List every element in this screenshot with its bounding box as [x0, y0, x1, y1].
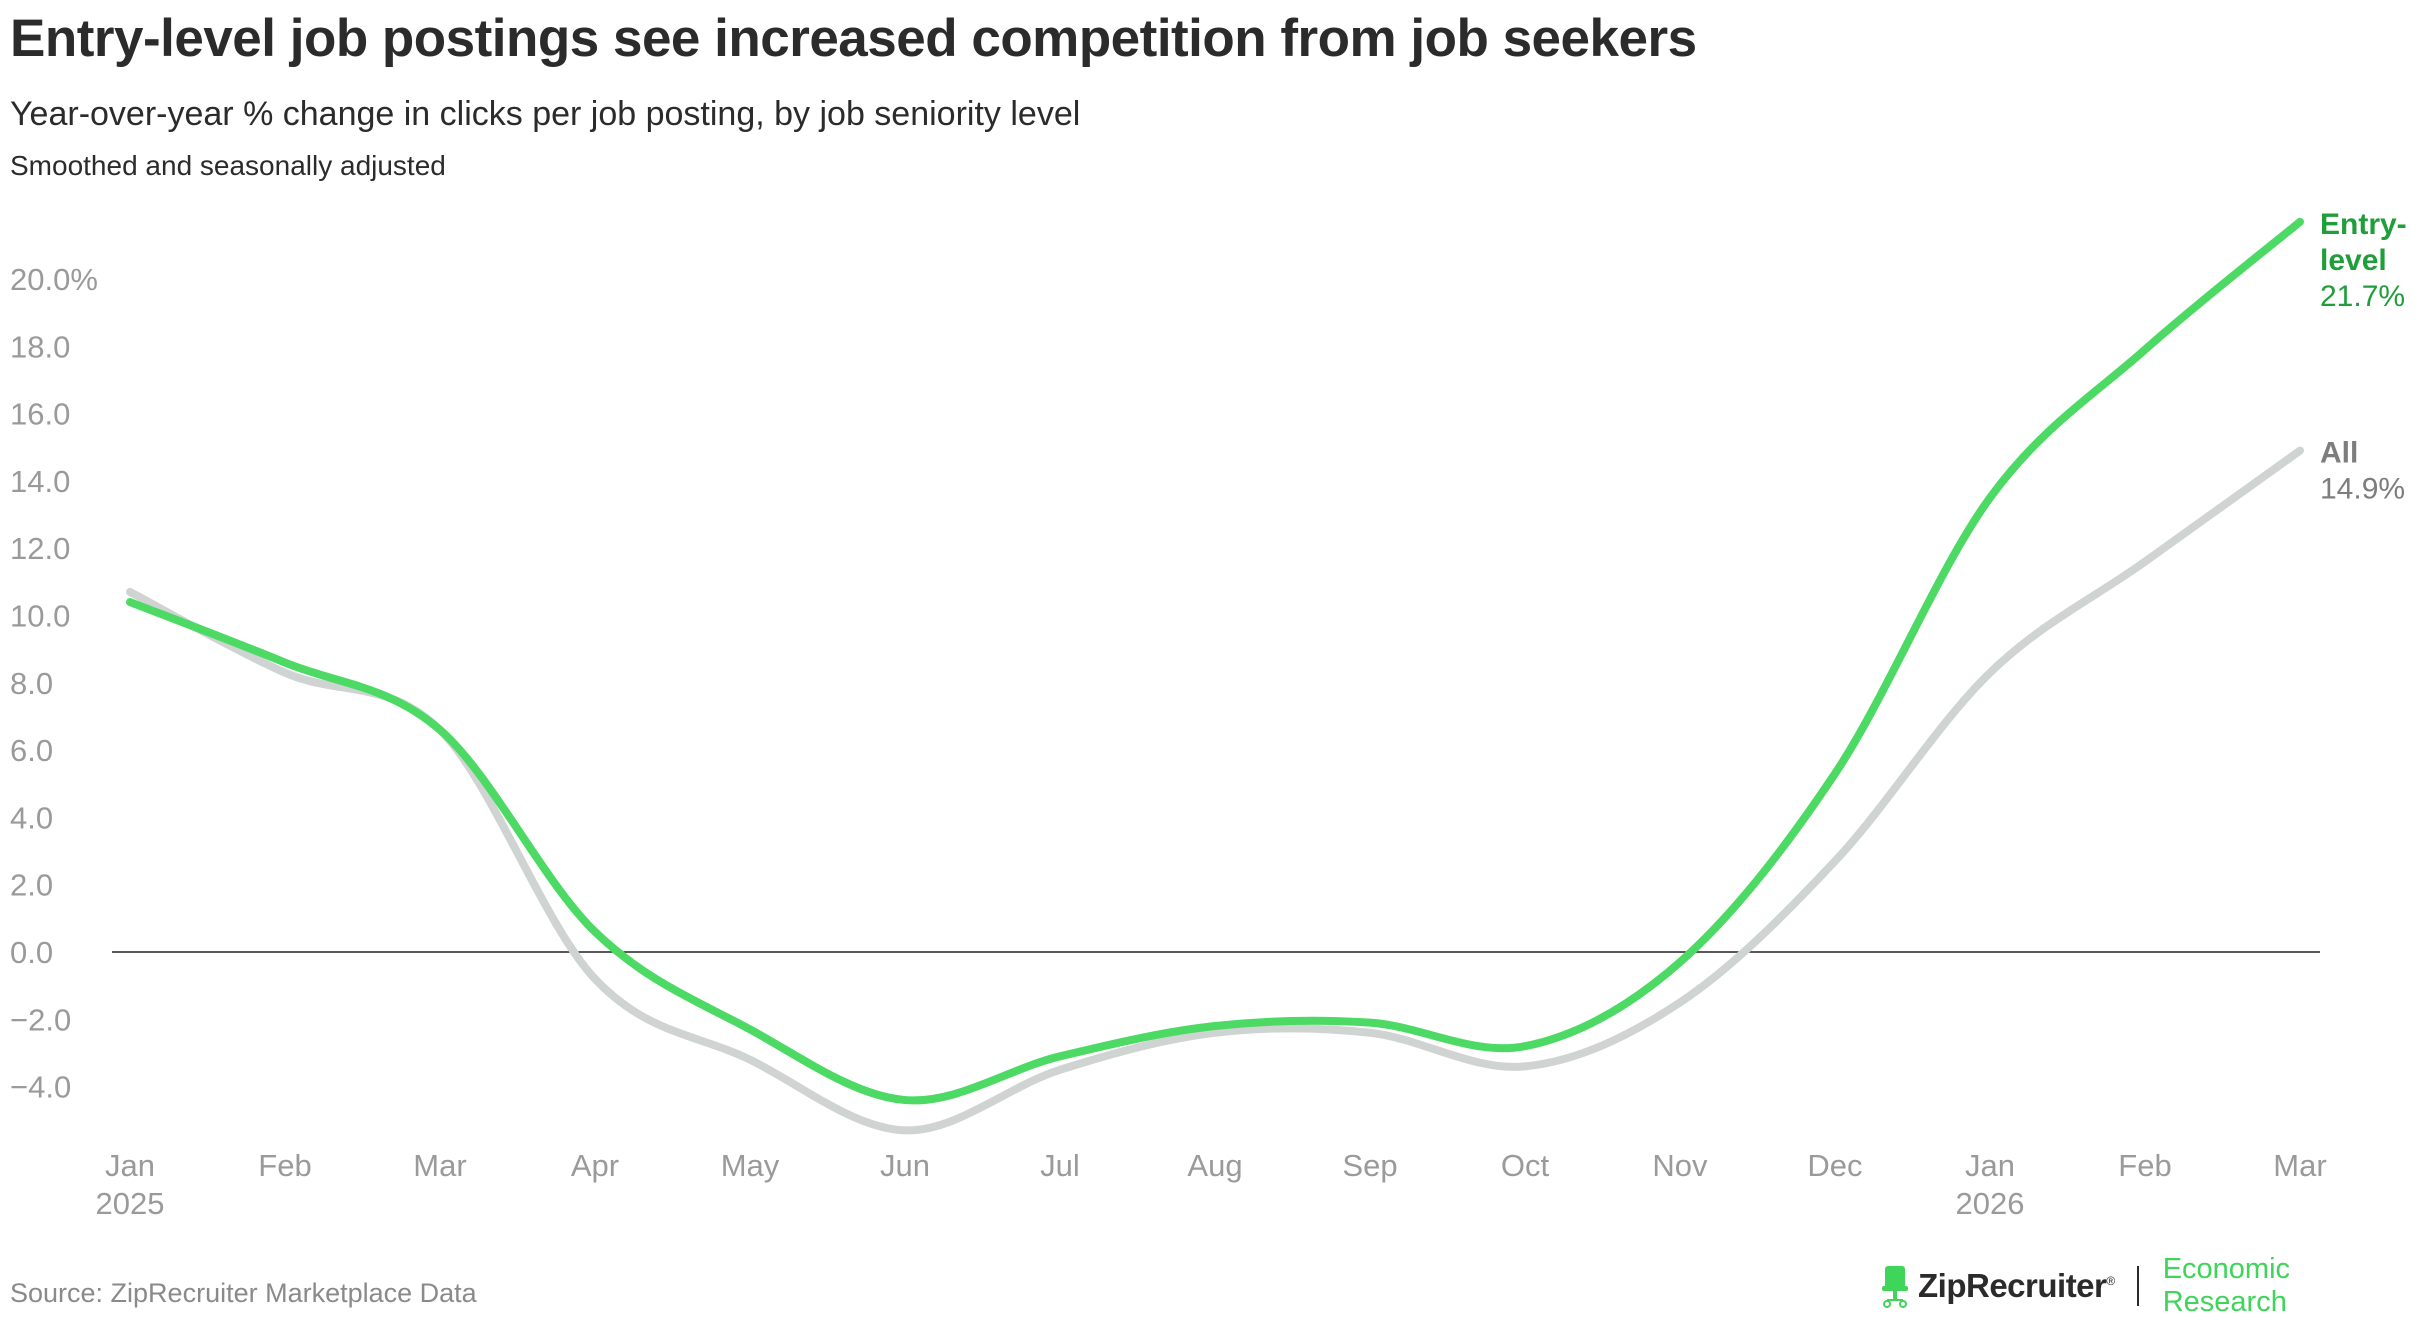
y-tick-label: 12.0 — [10, 531, 70, 566]
y-tick-label: 10.0 — [10, 599, 70, 634]
x-tick-label: Nov — [1652, 1148, 1708, 1183]
y-tick-label: 20.0% — [10, 262, 98, 297]
x-tick-year-label: 2026 — [1956, 1186, 2025, 1221]
y-tick-label: 16.0 — [10, 397, 70, 432]
chart-subtitle: Year-over-year % change in clicks per jo… — [10, 95, 1081, 133]
series-end-value-entry-level: 21.7% — [2320, 280, 2405, 313]
brand-name: ZipRecruiter® — [1918, 1267, 2115, 1304]
y-tick-label: 18.0 — [10, 329, 70, 364]
line-chart: −4.0 −2.0 0.0 2.0 4.0 6.0 8.0 10.0 12.0 14.0 16.0 1… — [10, 208, 2407, 1221]
y-tick-label: 0.0 — [10, 935, 53, 970]
series-label-entry-level: Entry- — [2320, 208, 2407, 241]
x-tick-label: Oct — [1501, 1148, 1550, 1183]
y-tick-label: 4.0 — [10, 800, 53, 835]
series-label-all: All — [2320, 437, 2358, 470]
chart-title: Entry-level job postings see increased c… — [10, 9, 1697, 68]
chair-icon — [1880, 1264, 1910, 1308]
x-tick-label: Jun — [880, 1148, 930, 1183]
x-tick-label: Sep — [1342, 1148, 1397, 1183]
brand-footer: ZipRecruiter® Economic Research — [1880, 1253, 2420, 1318]
x-tick-label: Feb — [258, 1148, 311, 1183]
x-tick-label: Feb — [2118, 1148, 2171, 1183]
x-tick-year-label: 2025 — [96, 1186, 165, 1221]
x-tick-label: Mar — [413, 1148, 466, 1183]
y-tick-label: 2.0 — [10, 868, 53, 903]
brand-divider — [2136, 1266, 2139, 1306]
brand-section: Economic Research — [2162, 1253, 2291, 1318]
x-tick-label: Jul — [1040, 1148, 1080, 1183]
series-line-all — [126, 446, 2304, 1135]
x-tick-label: Jan — [105, 1148, 155, 1183]
y-tick-label: 8.0 — [10, 666, 53, 701]
y-tick-label: −2.0 — [10, 1002, 71, 1037]
x-tick-label: Apr — [571, 1148, 619, 1183]
chart-note: Smoothed and seasonally adjusted — [10, 150, 446, 181]
x-tick-label: May — [721, 1148, 780, 1183]
series-line-entry-level — [126, 217, 2304, 1105]
series-label-entry-level: level — [2320, 244, 2387, 277]
x-tick-label: Aug — [1187, 1148, 1242, 1183]
source-note: Source: ZipRecruiter Marketplace Data — [10, 1278, 477, 1308]
x-tick-label: Jan — [1965, 1148, 2015, 1183]
x-tick-label: Mar — [2273, 1148, 2326, 1183]
y-tick-label: 6.0 — [10, 733, 53, 768]
x-tick-label: Dec — [1807, 1148, 1862, 1183]
y-tick-label: 14.0 — [10, 464, 70, 499]
y-tick-label: −4.0 — [10, 1070, 71, 1105]
series-end-value-all: 14.9% — [2320, 473, 2405, 506]
